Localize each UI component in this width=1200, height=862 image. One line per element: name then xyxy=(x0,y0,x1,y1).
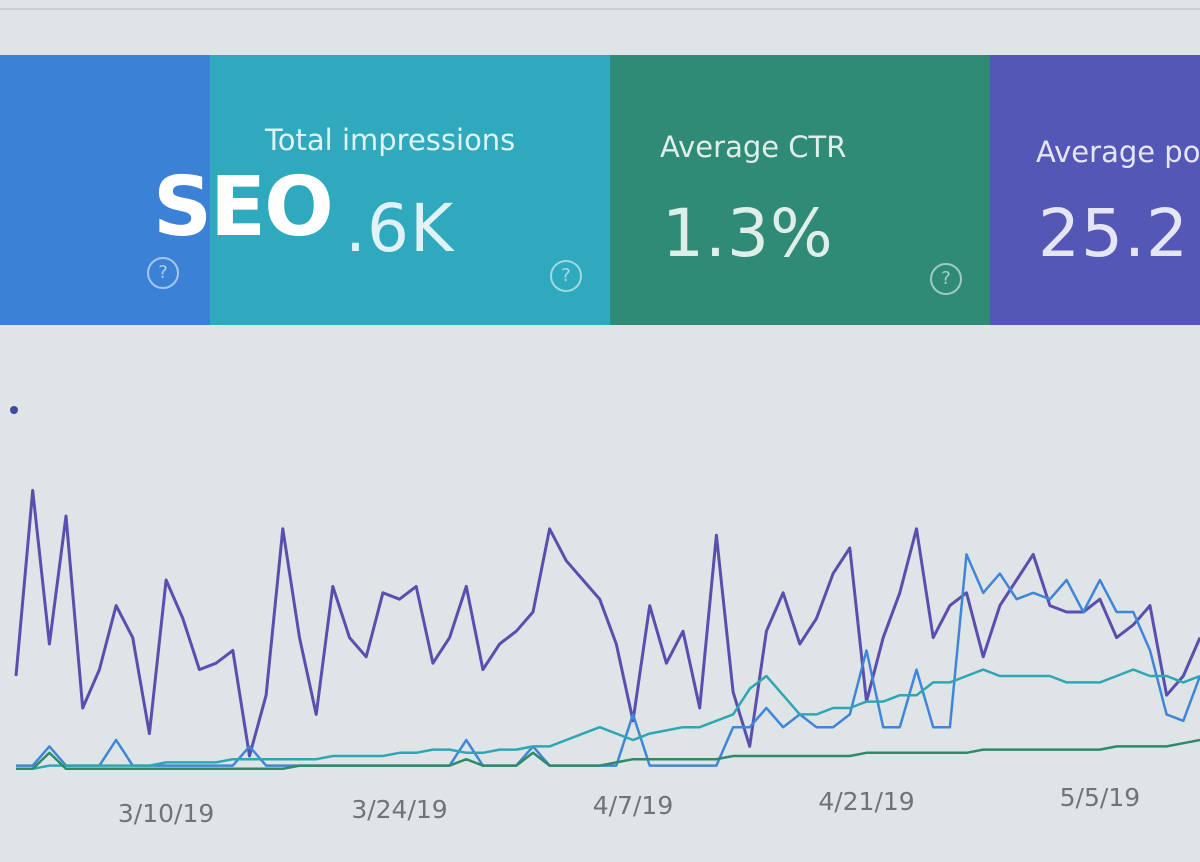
metric-card-impressions[interactable]: Total impressions .6K ? xyxy=(210,55,610,325)
metric-card-clicks[interactable]: ? xyxy=(0,55,210,325)
x-tick-label: 5/5/19 xyxy=(1060,783,1140,812)
metric-label-impressions: Total impressions xyxy=(265,123,516,157)
top-divider xyxy=(0,8,1200,10)
x-tick-label: 3/24/19 xyxy=(351,795,447,824)
x-tick-label: 4/21/19 xyxy=(818,787,914,816)
metric-card-ctr[interactable]: Average CTR 1.3% ? xyxy=(610,55,990,325)
metric-value-impressions: .6K xyxy=(345,190,455,267)
seo-headline: SEO xyxy=(153,160,334,255)
series-line-1 xyxy=(16,553,1200,767)
x-tick-label: 4/7/19 xyxy=(593,791,673,820)
metric-value-position: 25.2 xyxy=(1038,195,1189,272)
chart-dot xyxy=(10,406,18,414)
series-line-2 xyxy=(16,668,1200,771)
metric-label-ctr: Average CTR xyxy=(660,130,847,164)
question-circle-icon[interactable]: ? xyxy=(930,263,962,295)
metric-card-position[interactable]: Average positi 25.2 xyxy=(990,55,1200,325)
series-line-3 xyxy=(16,738,1200,771)
performance-line-chart[interactable]: 3/10/19 3/24/19 4/7/19 4/21/19 5/5/19 xyxy=(0,330,1200,862)
series-line-0 xyxy=(14,488,1200,758)
question-circle-icon[interactable]: ? xyxy=(147,257,179,289)
metric-value-ctr: 1.3% xyxy=(662,195,834,272)
x-tick-label: 3/10/19 xyxy=(118,799,214,828)
question-circle-icon[interactable]: ? xyxy=(550,260,582,292)
metric-label-position: Average positi xyxy=(1036,135,1200,169)
